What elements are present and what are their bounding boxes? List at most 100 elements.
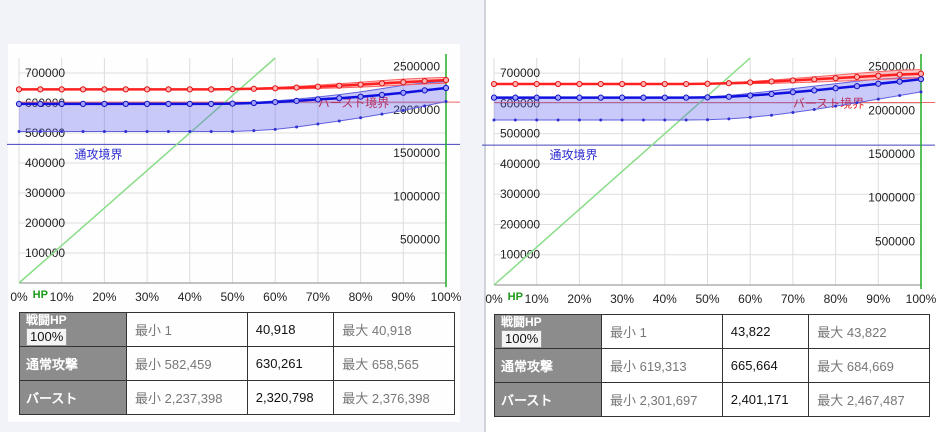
burst-point: [554, 80, 562, 88]
burst-current: 2,320,798: [246, 380, 335, 415]
y-right-tick-label: 1000000: [868, 191, 915, 205]
normal-min-point: [273, 127, 277, 131]
panel-divider: [484, 0, 486, 432]
burst-max: 最大 2,376,398: [333, 380, 455, 415]
normal-min-point: [359, 116, 363, 120]
normal-min-point: [492, 118, 496, 122]
burst-point: [704, 80, 711, 87]
normal-min-point: [748, 115, 752, 119]
normal-min-point: [145, 130, 149, 133]
x-tick-label: 50%: [220, 290, 244, 304]
x-tick-label: 70%: [306, 290, 330, 304]
normal-point: [704, 94, 711, 101]
normal-point: [917, 76, 925, 83]
burst-point: [15, 86, 23, 93]
burst-point: [811, 76, 818, 83]
x-tick-label: 80%: [349, 290, 373, 304]
normal-point: [293, 97, 300, 105]
burst-point: [853, 73, 861, 81]
burst-point: [896, 71, 903, 78]
normal-point: [640, 94, 647, 101]
normal-threshold-label: 通攻境界: [75, 146, 123, 161]
x-tick-label: 90%: [391, 290, 415, 304]
table-row: 戦闘HP 100% 最小 1 40,918 最大 40,918: [19, 312, 455, 347]
burst-point: [79, 86, 87, 93]
burst-point: [357, 81, 364, 88]
burst-point: [725, 80, 732, 87]
burst-point: [597, 80, 604, 88]
normal-min-point: [444, 100, 448, 103]
normal-point: [661, 94, 668, 101]
normal-min-point: [898, 94, 902, 98]
y-left-tick-label: 400000: [25, 156, 65, 170]
normal-point: [747, 92, 754, 99]
burst-max: 最大 2,467,487: [808, 382, 930, 417]
normal-min-point: [791, 110, 795, 114]
normal-point: [165, 100, 172, 108]
burst-point: [421, 78, 428, 85]
x-tick-label: 70%: [781, 292, 805, 306]
hp-axis-label: HP: [33, 289, 48, 301]
hp-current: 43,822: [721, 314, 810, 349]
normal-min-point: [188, 130, 192, 133]
normal-min-point: [706, 118, 709, 122]
hp-percent-button[interactable]: 100%: [501, 329, 543, 348]
burst-point: [400, 79, 407, 86]
normal-point: [490, 94, 498, 101]
normal-point: [314, 96, 321, 103]
normal-min-point: [727, 117, 731, 121]
normal-min-point: [834, 104, 838, 108]
burst-point: [789, 77, 797, 84]
normal-point: [229, 100, 236, 107]
y-left-tick-label: 200000: [25, 216, 65, 230]
normal-point: [336, 95, 343, 102]
normal-point: [512, 94, 519, 101]
burst-point: [186, 86, 193, 93]
y-right-tick-label: 1500000: [868, 147, 915, 161]
normal-max: 最大 684,669: [808, 348, 930, 383]
hp-header-cell: 戦闘HP 100%: [494, 314, 602, 349]
y-right-tick-label: 500000: [875, 234, 915, 248]
x-tick-label: 10%: [50, 290, 74, 304]
normal-min-point: [38, 130, 42, 133]
normal-min-point: [209, 130, 213, 133]
normal-header: 通常攻撃: [494, 348, 602, 383]
burst-point: [661, 80, 668, 88]
stats-table-left: 戦闘HP 100% 最小 1 40,918 最大 40,918 通常攻撃 最小 …: [19, 312, 455, 415]
normal-header: 通常攻撃: [19, 346, 127, 381]
burst-current: 2,401,171: [721, 382, 810, 417]
normal-current: 630,261: [246, 346, 335, 381]
burst-point: [683, 80, 690, 88]
y-right-tick-label: 2000000: [868, 103, 915, 117]
x-tick-label: 100%: [431, 290, 462, 304]
x-tick-label: 80%: [824, 292, 848, 306]
burst-point: [293, 84, 300, 91]
hp-max: 最大 40,918: [333, 312, 455, 347]
normal-min-point: [663, 118, 667, 122]
normal-point: [186, 100, 193, 108]
y-left-tick-label: 700000: [25, 66, 65, 80]
burst-point: [272, 85, 279, 92]
normal-max: 最大 658,565: [333, 346, 455, 381]
y-left-tick-label: 700000: [500, 66, 540, 80]
hp-min: 最小 1: [601, 314, 723, 349]
normal-min-point: [316, 122, 320, 126]
x-tick-label: 0%: [10, 290, 28, 304]
y-left-tick-label: 100000: [500, 248, 540, 262]
normal-min-point: [599, 118, 603, 122]
normal-min-point: [423, 104, 427, 108]
normal-point: [378, 91, 386, 99]
burst-point: [37, 86, 44, 93]
normal-point: [554, 94, 562, 101]
normal-point: [875, 80, 882, 87]
burst-point: [747, 79, 754, 86]
x-tick-label: 0%: [485, 292, 503, 306]
hp-percent-button[interactable]: 100%: [26, 327, 68, 346]
normal-point: [79, 100, 87, 108]
burst-point: [768, 78, 775, 85]
normal-min-point: [812, 107, 816, 111]
normal-point: [853, 83, 861, 90]
normal-threshold-label: 通攻境界: [550, 147, 598, 162]
